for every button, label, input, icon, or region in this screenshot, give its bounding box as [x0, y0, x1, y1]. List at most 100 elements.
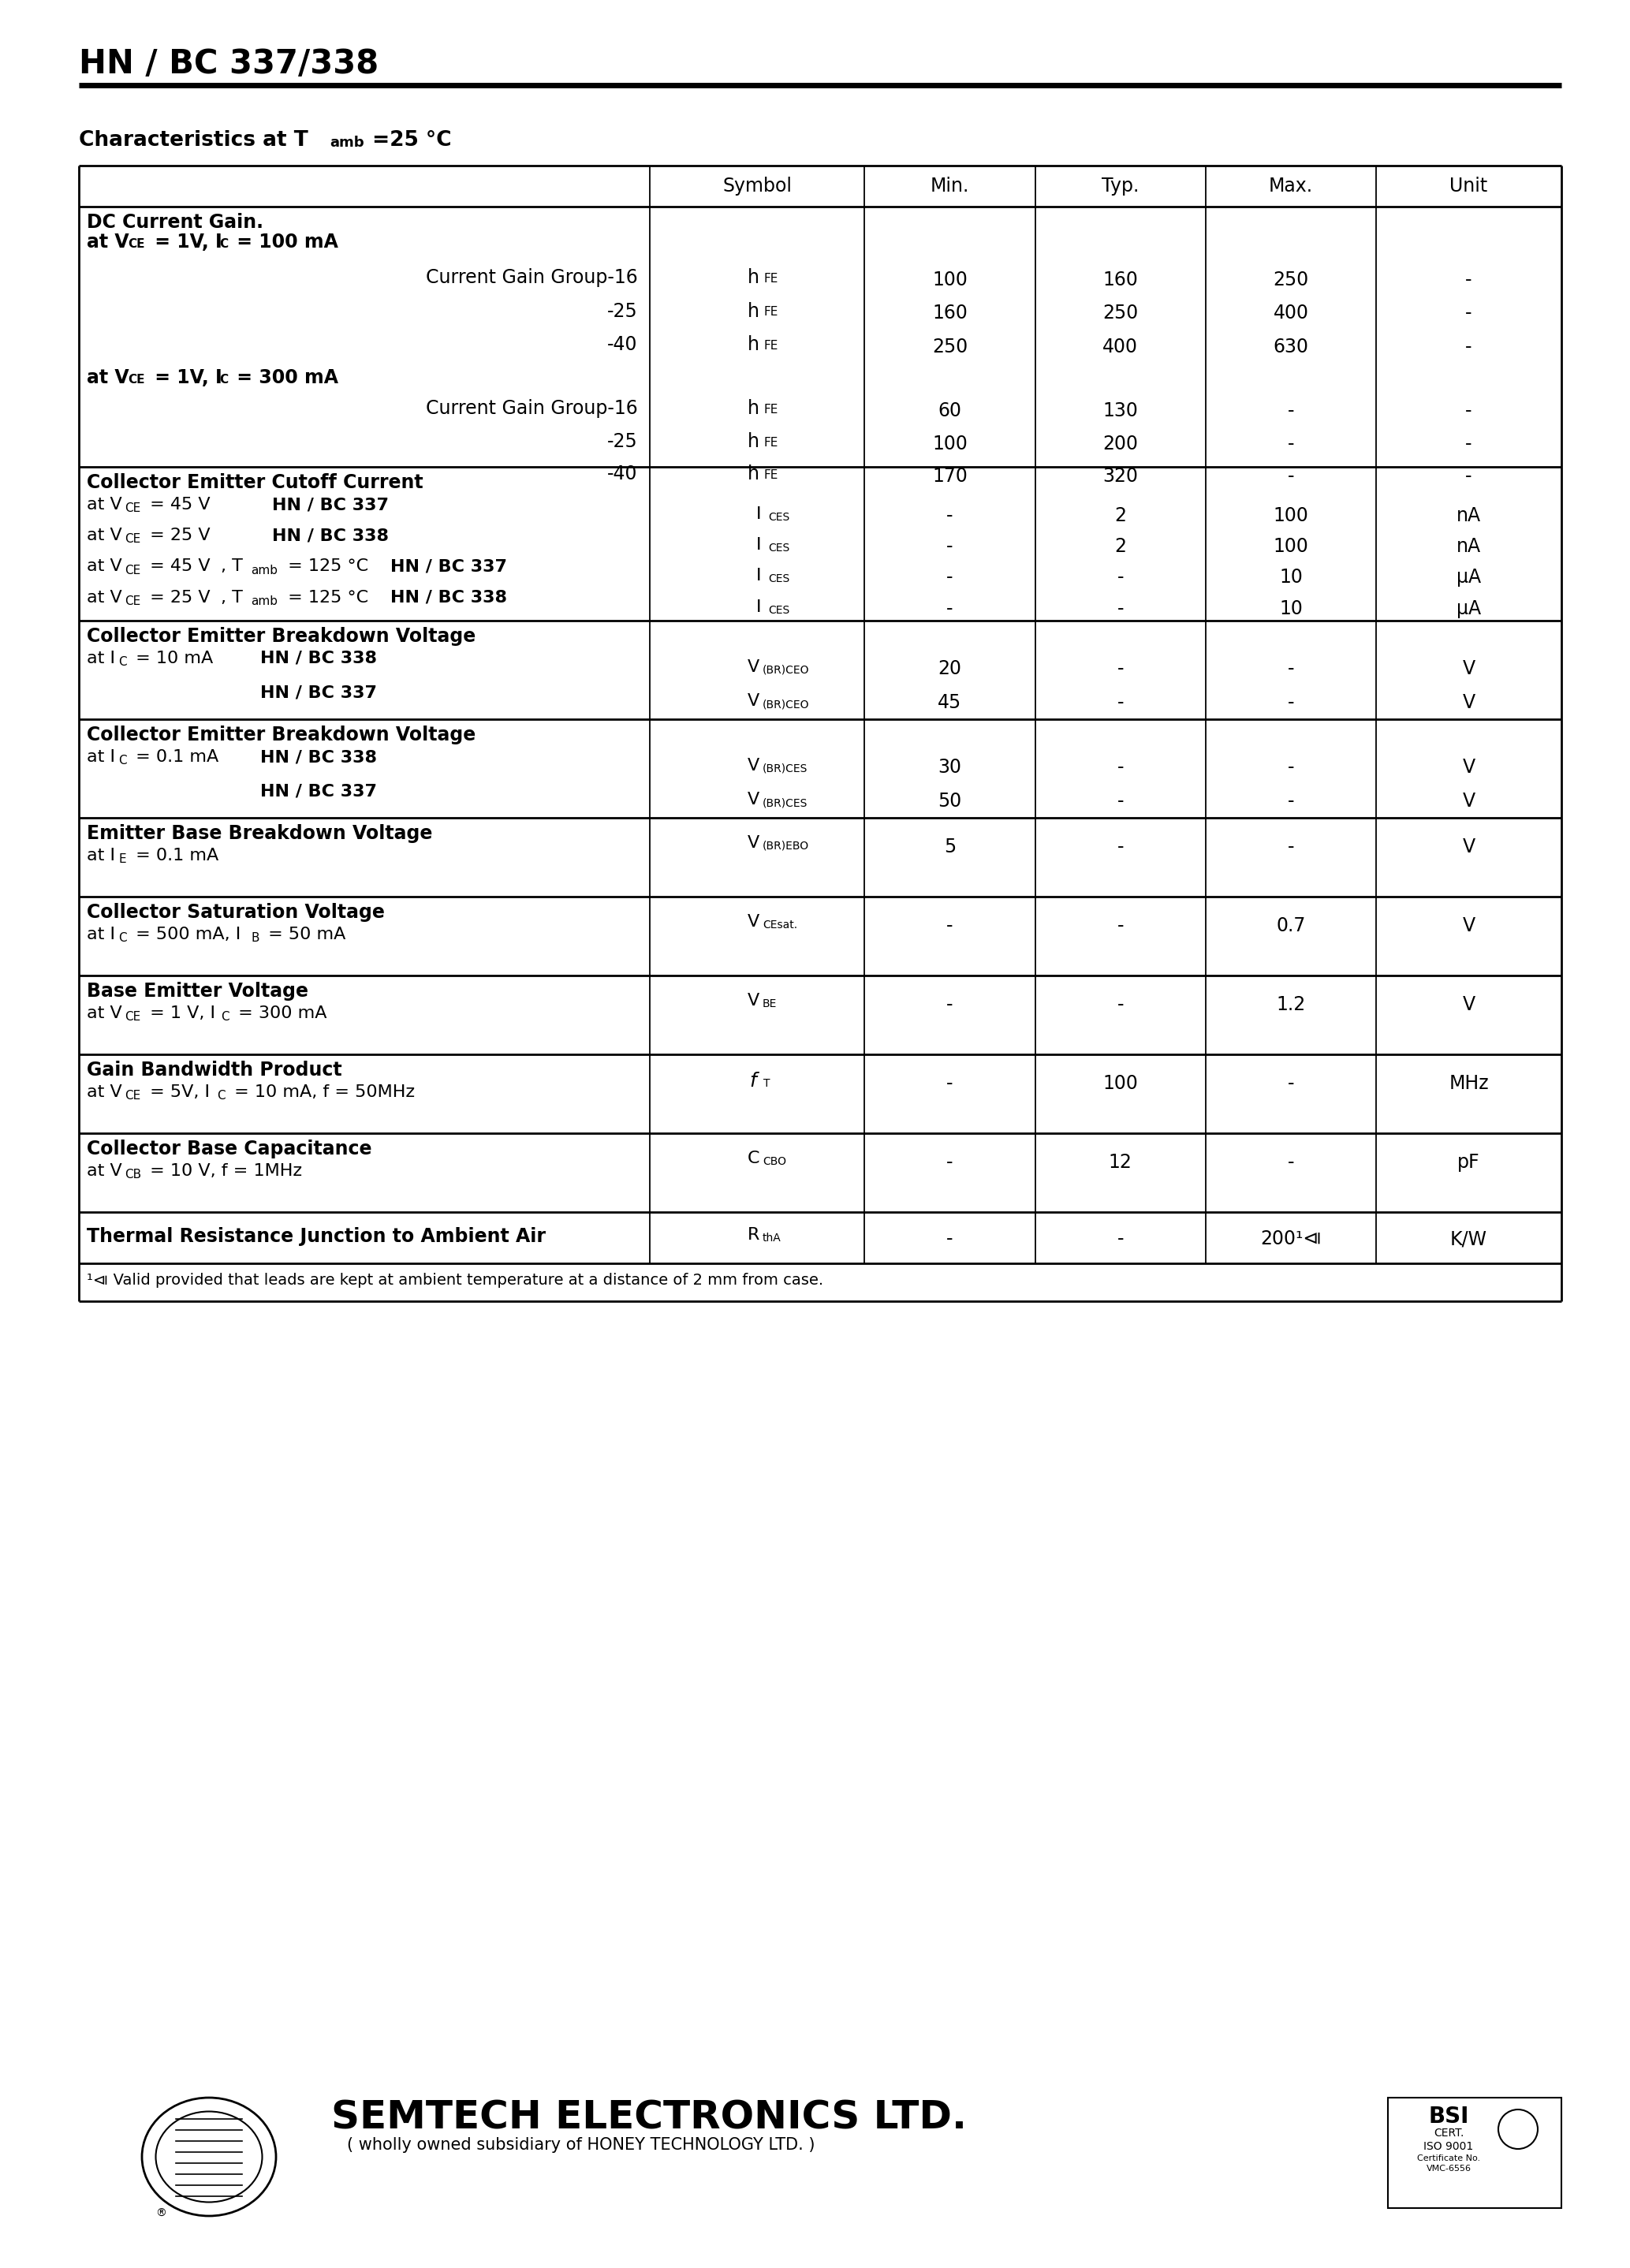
Text: -: - — [1117, 567, 1123, 587]
Text: -: - — [1117, 916, 1123, 934]
Text: V: V — [747, 792, 760, 807]
Text: Emitter Base Breakdown Voltage: Emitter Base Breakdown Voltage — [86, 823, 432, 844]
Text: 250: 250 — [932, 338, 968, 356]
Text: 30: 30 — [937, 758, 962, 776]
Text: Typ.: Typ. — [1102, 177, 1139, 195]
Text: -: - — [1288, 694, 1294, 712]
Text: -40: -40 — [608, 336, 637, 354]
Text: V: V — [1462, 916, 1475, 934]
Text: I: I — [756, 599, 761, 615]
Text: 100: 100 — [1273, 538, 1309, 556]
Text: amb: amb — [251, 594, 277, 608]
Text: V: V — [1462, 758, 1475, 776]
Text: CES: CES — [768, 513, 789, 522]
Text: CE: CE — [124, 594, 140, 608]
Text: = 0.1 mA: = 0.1 mA — [130, 848, 218, 864]
Text: I: I — [756, 506, 761, 522]
Text: (BR)CES: (BR)CES — [763, 764, 808, 773]
Text: VMC-6556: VMC-6556 — [1426, 2164, 1472, 2173]
Text: DC Current Gain.: DC Current Gain. — [86, 213, 264, 231]
Text: =25 °C: =25 °C — [365, 129, 452, 150]
Text: CE: CE — [124, 501, 140, 515]
Text: HN / BC 338: HN / BC 338 — [390, 590, 507, 606]
Text: Current Gain Group-16: Current Gain Group-16 — [425, 399, 637, 417]
Text: , T: , T — [220, 590, 243, 606]
Text: 160: 160 — [1102, 270, 1138, 290]
Text: 100: 100 — [932, 435, 968, 454]
Text: I: I — [756, 538, 761, 553]
Text: HN / BC 337/338: HN / BC 337/338 — [78, 48, 378, 79]
Text: -: - — [1465, 435, 1472, 454]
Text: (BR)EBO: (BR)EBO — [763, 841, 808, 853]
Text: E: E — [119, 853, 126, 864]
Text: Collector Emitter Cutoff Current: Collector Emitter Cutoff Current — [86, 474, 424, 492]
Text: SEMTECH ELECTRONICS LTD.: SEMTECH ELECTRONICS LTD. — [331, 2100, 967, 2136]
Text: 250: 250 — [1102, 304, 1138, 322]
Text: -: - — [1288, 758, 1294, 776]
Text: 130: 130 — [1102, 401, 1138, 420]
Text: T: T — [763, 1077, 769, 1089]
Text: = 0.1 mA: = 0.1 mA — [130, 748, 218, 764]
Text: = 45 V: = 45 V — [145, 497, 210, 513]
Text: 100: 100 — [1273, 506, 1309, 524]
Text: nA: nA — [1457, 538, 1482, 556]
Text: -: - — [1117, 599, 1123, 617]
Text: 2: 2 — [1115, 506, 1126, 524]
Text: CES: CES — [768, 606, 789, 615]
Text: 0.7: 0.7 — [1276, 916, 1306, 934]
Text: -: - — [1288, 1075, 1294, 1093]
Text: C: C — [218, 238, 228, 249]
Text: BSI: BSI — [1428, 2105, 1469, 2127]
Text: 200: 200 — [1102, 435, 1138, 454]
Text: h: h — [747, 302, 760, 320]
Text: V: V — [1462, 660, 1475, 678]
Text: 400: 400 — [1102, 338, 1138, 356]
Text: 100: 100 — [1102, 1075, 1138, 1093]
Text: 2: 2 — [1115, 538, 1126, 556]
Text: -: - — [947, 1229, 954, 1250]
Text: MHz: MHz — [1449, 1075, 1488, 1093]
Text: at V: at V — [86, 1163, 122, 1179]
Text: B: B — [251, 932, 259, 943]
Text: -25: -25 — [608, 302, 637, 320]
Text: = 500 mA, I: = 500 mA, I — [130, 928, 241, 943]
Text: CE: CE — [124, 1012, 140, 1023]
Text: h: h — [747, 399, 760, 417]
Text: = 125 °C: = 125 °C — [282, 590, 368, 606]
Text: FE: FE — [763, 438, 778, 449]
Text: = 100 mA: = 100 mA — [230, 234, 337, 252]
Text: -: - — [1117, 996, 1123, 1014]
Text: BE: BE — [763, 998, 778, 1009]
Text: -: - — [1288, 435, 1294, 454]
Text: -: - — [1465, 467, 1472, 485]
Text: at V: at V — [86, 234, 129, 252]
Text: -: - — [947, 538, 954, 556]
Text: h: h — [747, 268, 760, 288]
Text: -: - — [1117, 758, 1123, 776]
Text: C: C — [217, 1091, 225, 1102]
Text: CE: CE — [124, 565, 140, 576]
Text: ®: ® — [155, 2209, 166, 2218]
Text: HN / BC 337: HN / BC 337 — [390, 558, 507, 574]
Text: -: - — [1288, 792, 1294, 812]
Text: -: - — [1465, 270, 1472, 290]
Text: CB: CB — [124, 1168, 142, 1182]
Text: Thermal Resistance Junction to Ambient Air: Thermal Resistance Junction to Ambient A… — [86, 1227, 546, 1247]
Text: V: V — [1462, 996, 1475, 1014]
Text: FE: FE — [763, 272, 778, 286]
Text: 12: 12 — [1108, 1152, 1133, 1173]
Text: C: C — [119, 932, 127, 943]
Text: HN / BC 338: HN / BC 338 — [261, 748, 377, 764]
Text: at V: at V — [86, 1005, 122, 1021]
Text: Collector Base Capacitance: Collector Base Capacitance — [86, 1139, 372, 1159]
Text: CBO: CBO — [763, 1157, 786, 1168]
Text: HN / BC 337: HN / BC 337 — [261, 685, 377, 701]
Text: FE: FE — [763, 340, 778, 352]
Text: -: - — [1117, 837, 1123, 857]
Text: = 300 mA: = 300 mA — [233, 1005, 328, 1021]
Text: -: - — [1117, 792, 1123, 812]
Text: 60: 60 — [937, 401, 962, 420]
Text: (BR)CEO: (BR)CEO — [763, 665, 810, 676]
Text: 160: 160 — [932, 304, 968, 322]
Text: V: V — [747, 694, 760, 710]
